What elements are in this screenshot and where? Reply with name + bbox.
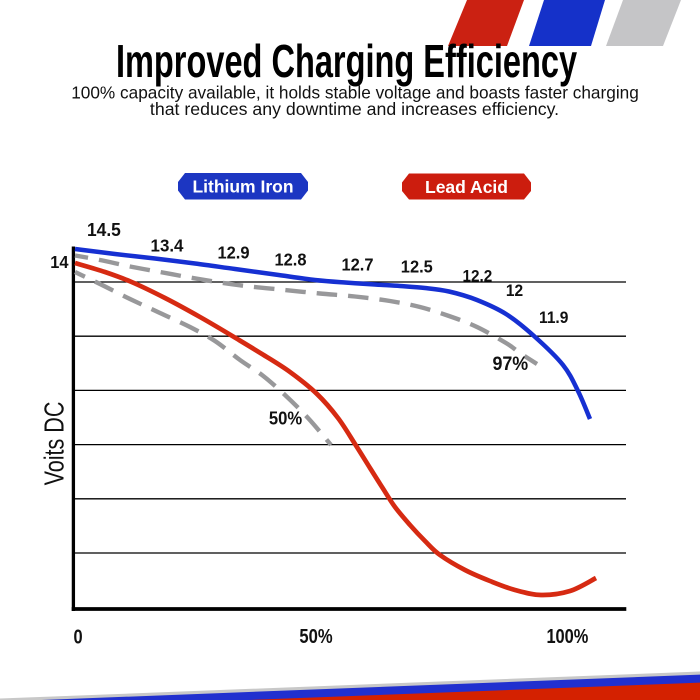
svg-text:12.8: 12.8 (275, 250, 307, 270)
svg-text:11.9: 11.9 (539, 310, 568, 328)
svg-text:12.9: 12.9 (218, 243, 250, 263)
svg-text:Lead Acid: Lead Acid (425, 177, 508, 197)
svg-text:50%: 50% (299, 625, 332, 648)
svg-text:12.5: 12.5 (401, 257, 433, 277)
svg-text:97%: 97% (492, 353, 528, 375)
svg-text:that reduces any downtime and: that reduces any downtime and increases … (150, 99, 559, 119)
svg-text:Improved Charging Efficiency: Improved Charging Efficiency (116, 35, 578, 87)
svg-text:100%: 100% (546, 624, 588, 647)
svg-text:13.4: 13.4 (151, 235, 184, 256)
svg-text:0: 0 (73, 625, 82, 648)
svg-text:12: 12 (506, 282, 523, 300)
svg-text:14.5: 14.5 (87, 220, 121, 241)
svg-text:50%: 50% (269, 408, 303, 429)
svg-text:14: 14 (50, 251, 69, 272)
svg-text:12.2: 12.2 (463, 268, 493, 286)
svg-text:100% capacity available, it ho: 100% capacity available, it holds stable… (71, 82, 639, 102)
svg-text:12.7: 12.7 (342, 255, 374, 275)
svg-text:Voits DC: Voits DC (39, 402, 70, 486)
svg-text:Lithium Iron: Lithium Iron (192, 177, 293, 197)
